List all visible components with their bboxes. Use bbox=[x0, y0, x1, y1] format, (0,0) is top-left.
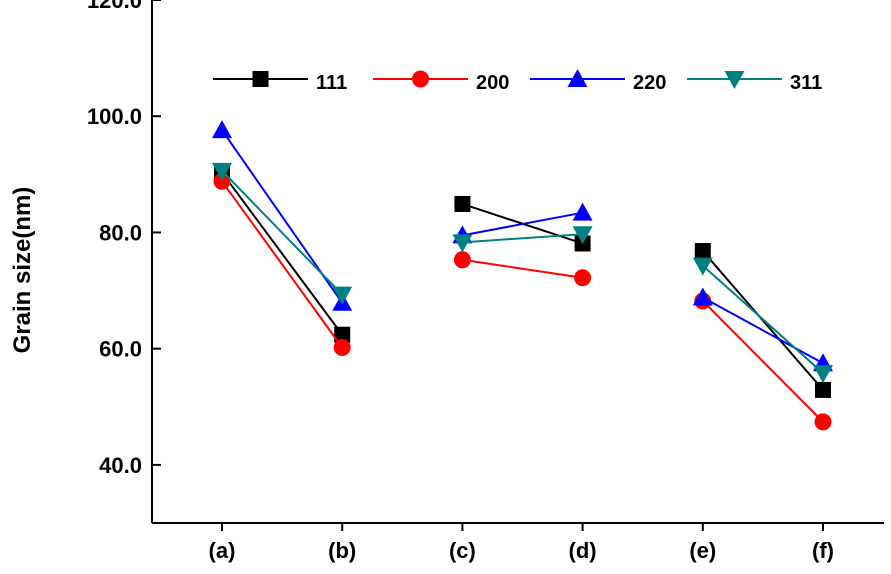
data-point-200-2 bbox=[453, 251, 471, 269]
legend-marker bbox=[567, 69, 588, 87]
series-200 bbox=[213, 172, 832, 431]
series-311 bbox=[212, 162, 833, 384]
legend-item-200: 200 bbox=[373, 70, 509, 94]
data-point-111-5 bbox=[815, 381, 831, 398]
data-point-111-4 bbox=[694, 243, 711, 260]
data-point-111-1 bbox=[334, 326, 351, 343]
data-point-200-0 bbox=[213, 172, 231, 190]
data-point-220-0 bbox=[212, 120, 232, 139]
data-point-200-3 bbox=[574, 269, 592, 287]
data-point-311-0 bbox=[212, 162, 232, 181]
data-point-311-4 bbox=[692, 257, 713, 276]
y-tick-label: 120.0 bbox=[87, 0, 142, 13]
series-line-segment bbox=[702, 300, 824, 423]
x-tick-label: (a) bbox=[209, 538, 236, 563]
legend-item-111: 111 bbox=[213, 71, 347, 94]
legend-label: 311 bbox=[790, 72, 822, 94]
series-line-segment bbox=[702, 296, 824, 365]
x-tick-label: (e) bbox=[689, 538, 716, 563]
legend-label: 111 bbox=[316, 72, 347, 94]
series-line-segment bbox=[462, 233, 583, 244]
data-point-311-2 bbox=[452, 234, 473, 253]
x-tick-label: (c) bbox=[449, 538, 476, 563]
series-layer bbox=[212, 120, 833, 431]
x-tick-label: (b) bbox=[328, 538, 356, 563]
legend: 111 200 220 311 bbox=[213, 69, 822, 94]
series-line-segment bbox=[221, 170, 343, 296]
data-point-220-4 bbox=[692, 287, 713, 306]
series-111 bbox=[214, 164, 831, 398]
data-point-200-1 bbox=[333, 339, 351, 357]
y-tick-label: 100.0 bbox=[87, 104, 142, 129]
legend-marker bbox=[412, 70, 429, 88]
series-line-segment bbox=[462, 258, 583, 279]
data-point-311-5 bbox=[813, 365, 833, 384]
legend-marker bbox=[252, 71, 269, 87]
series-line-segment bbox=[702, 264, 824, 374]
y-tick-label: 60.0 bbox=[99, 337, 142, 362]
legend-item-311: 311 bbox=[687, 71, 822, 94]
axes: 40.0 60.0 80.0 100.0 120.0 (a) (b) (c) (d) (e) (f) bbox=[87, 0, 884, 563]
series-220 bbox=[212, 120, 833, 372]
x-tick-label: (f) bbox=[812, 538, 834, 563]
legend-label: 200 bbox=[476, 72, 509, 94]
legend-label: 220 bbox=[633, 72, 666, 94]
data-point-311-1 bbox=[332, 286, 353, 305]
x-tick-label: (d) bbox=[569, 538, 597, 563]
legend-marker bbox=[724, 71, 745, 89]
series-line-segment bbox=[221, 171, 344, 336]
legend-item-220: 220 bbox=[530, 69, 666, 94]
y-tick-label: 80.0 bbox=[99, 220, 142, 245]
y-tick-label: 40.0 bbox=[99, 453, 142, 478]
series-line-segment bbox=[462, 211, 583, 237]
data-point-111-2 bbox=[454, 195, 471, 212]
data-point-200-5 bbox=[814, 413, 832, 431]
series-line-segment bbox=[221, 180, 344, 349]
data-point-311-3 bbox=[572, 226, 593, 245]
data-point-220-3 bbox=[572, 202, 593, 221]
y-axis-label: Grain size(nm) bbox=[9, 187, 36, 354]
